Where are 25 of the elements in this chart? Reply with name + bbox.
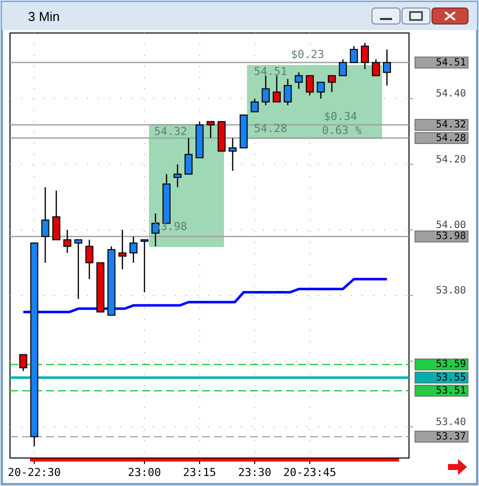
x-tick-label: 20-23:45 [283, 466, 336, 479]
annotation: 0.63 % [322, 124, 362, 138]
x-tick-label: 23:30 [238, 466, 272, 479]
y-tick-label: 54.20 [436, 154, 466, 166]
y-tick-label: 53.80 [436, 286, 466, 297]
y-tick-label: 53.40 [436, 416, 466, 428]
ref-line-label: 54.28 [436, 132, 466, 144]
annotation: $0.34 [324, 110, 358, 124]
x-tick-label: 23:15 [183, 466, 216, 479]
x-tick-label: 23:00 [128, 466, 162, 479]
y-tick-label: 54.00 [436, 220, 466, 231]
chart-title: 3 Min [28, 9, 60, 24]
ref-line-label: 53.55 [436, 372, 466, 384]
annotation: $0.23 [291, 48, 324, 62]
ref-line-label: 54.32 [436, 120, 466, 131]
ref-line-label: 53.51 [436, 385, 466, 396]
ref-line-label: 53.98 [436, 231, 466, 242]
ref-line-label: 53.59 [436, 359, 466, 370]
x-tick-label: 20-22:30 [8, 466, 61, 479]
annotation: 54.32 [154, 125, 188, 138]
ref-line-label: 53.37 [436, 431, 466, 442]
annotation: 54.28 [254, 122, 288, 136]
annotation: 54.51 [254, 65, 288, 78]
y-tick-label: 54.40 [436, 88, 466, 100]
ref-line-label: 54.51 [436, 57, 466, 68]
